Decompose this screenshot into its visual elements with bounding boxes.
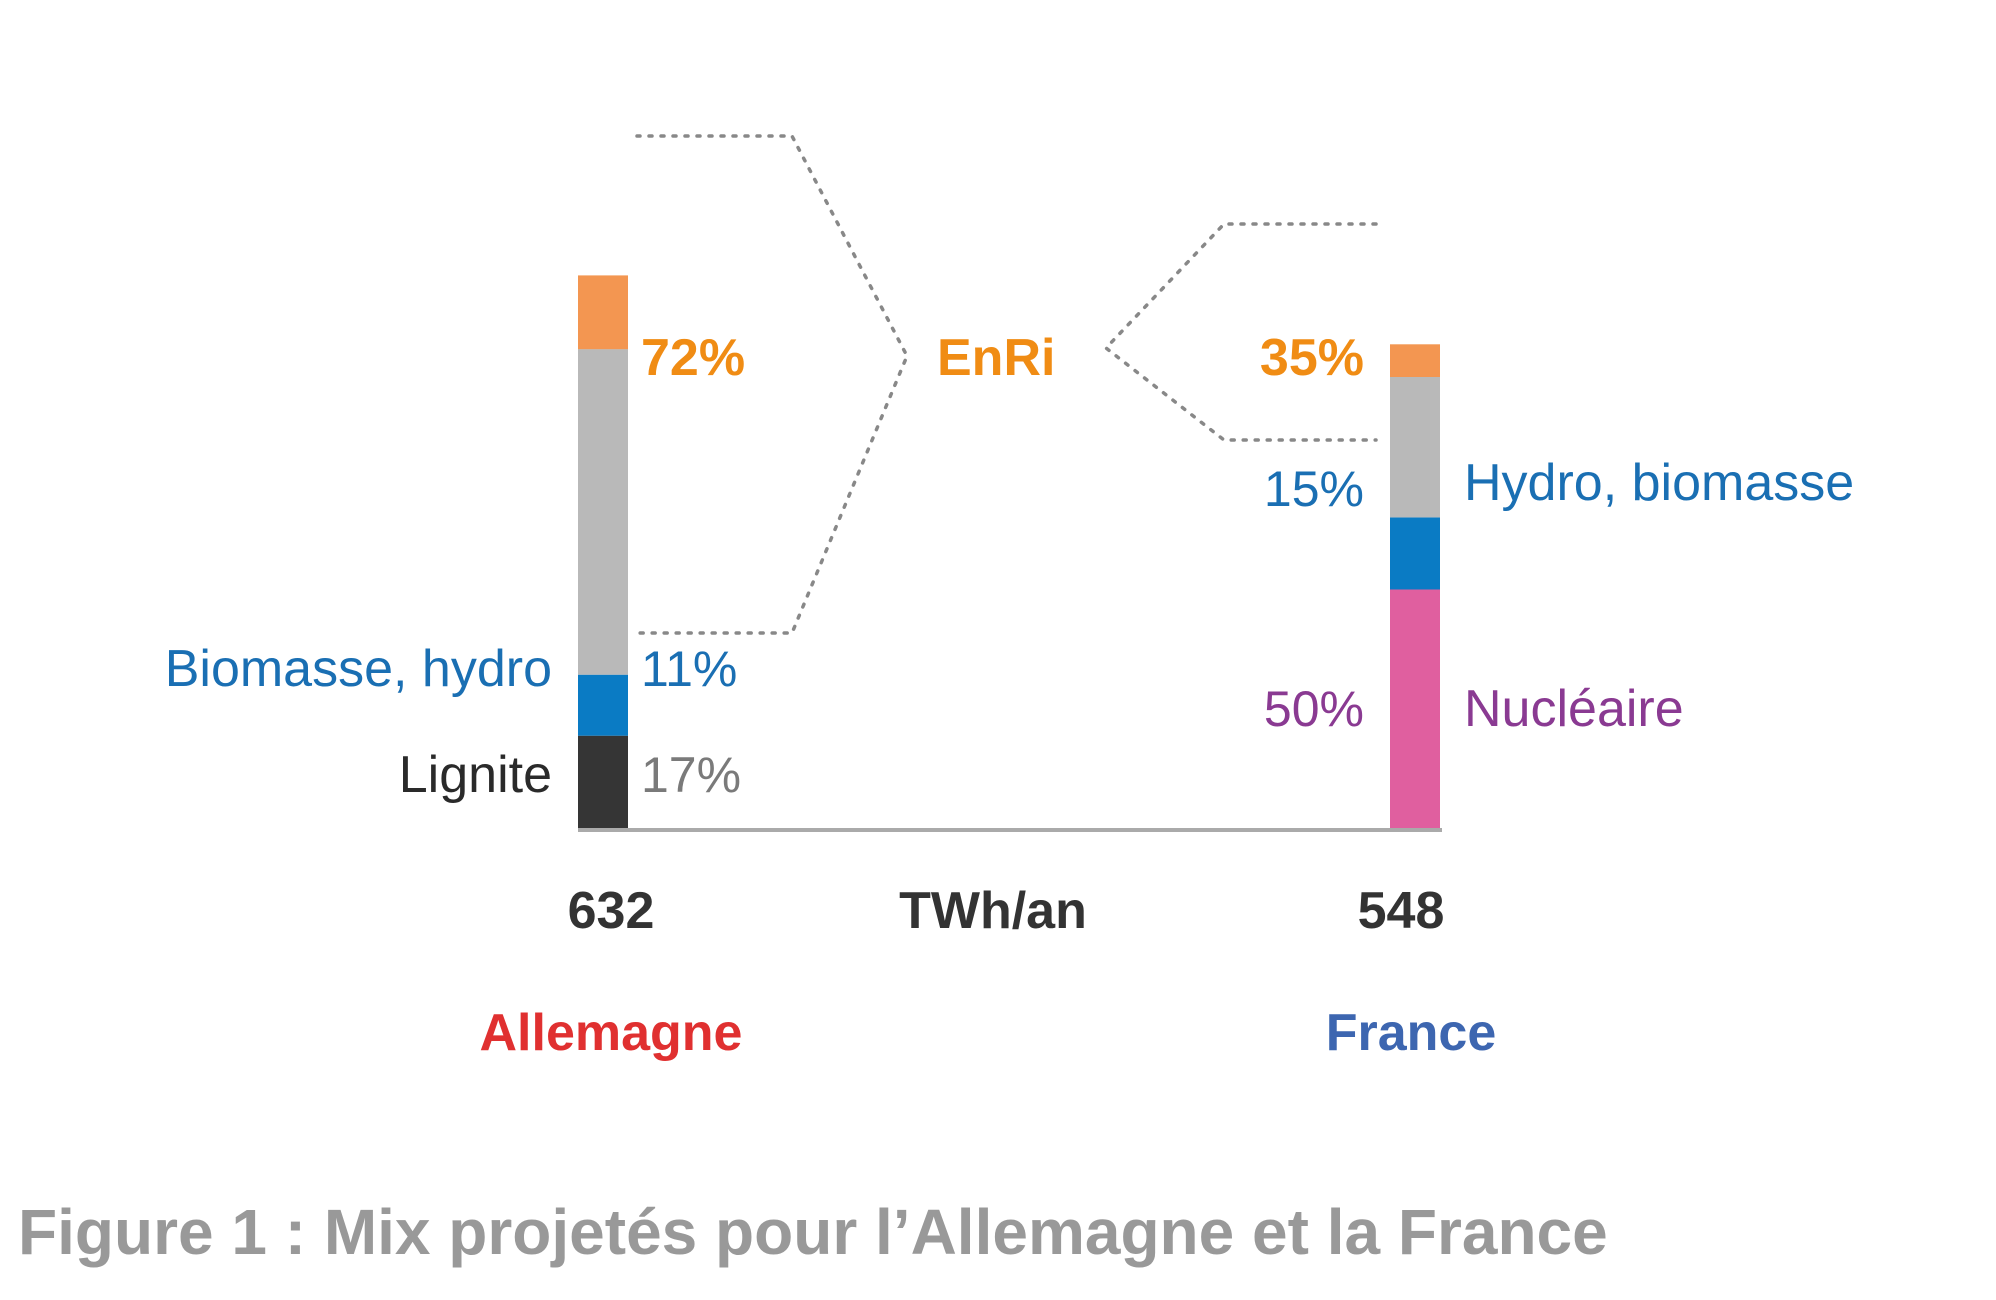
- allemagne-lignite-name: Lignite: [399, 746, 552, 804]
- bar-france-hydro: [1390, 517, 1440, 590]
- bar-france-enri-orange: [1390, 344, 1440, 377]
- bar-france-nuclear: [1390, 589, 1440, 830]
- bar-allemagne-lignite: [578, 735, 628, 830]
- france-nuclear-pct: 50%: [1264, 681, 1364, 737]
- country-france: France: [1326, 1004, 1497, 1062]
- figure-caption: Figure 1 : Mix projetés pour l’Allemagne…: [18, 1196, 1608, 1268]
- france-hydro-pct: 15%: [1264, 461, 1364, 517]
- enri-connector-allemagne: [635, 134, 909, 635]
- bar-allemagne-enri-gray: [578, 349, 628, 675]
- unit-label: TWh/an: [899, 882, 1087, 940]
- total-france: 548: [1358, 882, 1445, 940]
- bars-group: [578, 275, 1440, 830]
- allemagne-lignite-pct: 17%: [641, 747, 741, 803]
- enri-label: EnRi: [937, 329, 1055, 387]
- total-allemagne: 632: [568, 882, 655, 940]
- allemagne-hydro-name: Biomasse, hydro: [165, 640, 552, 698]
- bar-allemagne-enri-orange: [578, 275, 628, 350]
- bar-france-enri-gray: [1390, 377, 1440, 518]
- country-allemagne: Allemagne: [480, 1004, 743, 1062]
- allemagne-enri-pct: 72%: [641, 329, 745, 387]
- enri-connector-france: [1103, 222, 1378, 442]
- bar-allemagne-hydro: [578, 674, 628, 736]
- allemagne-hydro-pct: 11%: [641, 641, 737, 697]
- france-hydro-name: Hydro, biomasse: [1464, 454, 1854, 512]
- france-enri-pct: 35%: [1260, 329, 1364, 387]
- chart: EnRi 72% 11% 17% Biomasse, hydro Lignite…: [165, 134, 1854, 1062]
- france-nuclear-name: Nucléaire: [1464, 680, 1684, 738]
